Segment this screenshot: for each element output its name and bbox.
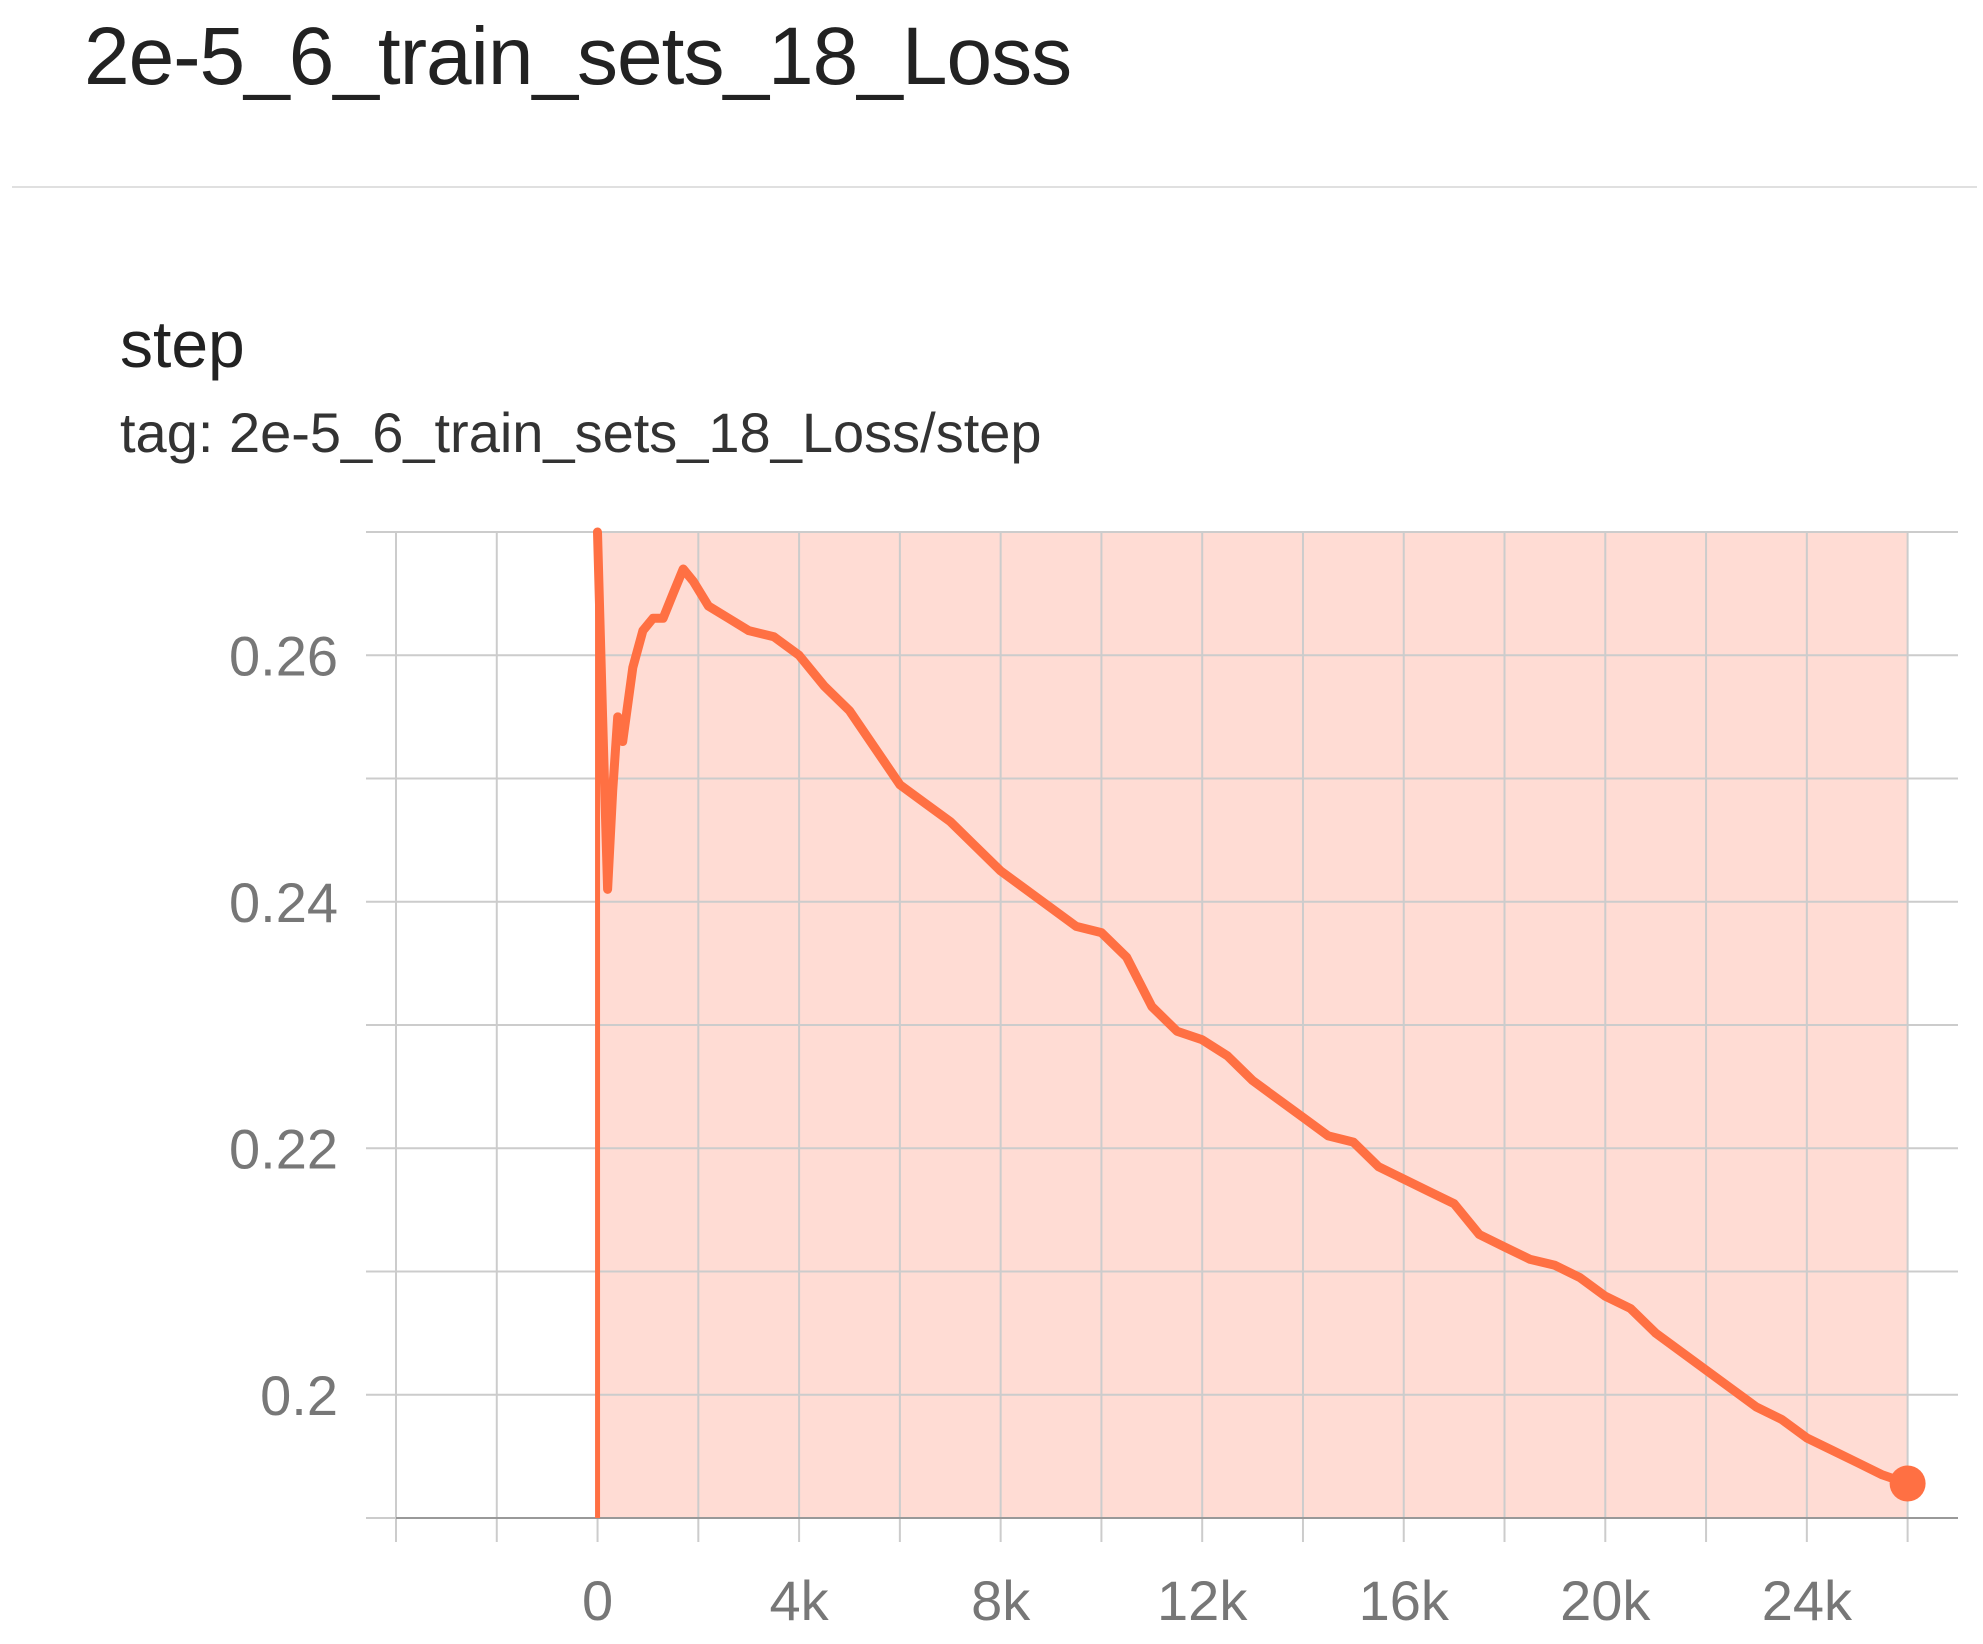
y-tick-label: 0.22 [229, 1117, 338, 1180]
x-tick-label: 4k [770, 1569, 830, 1632]
smoothed-series [593, 527, 1926, 1518]
x-tick-label: 12k [1157, 1569, 1248, 1632]
x-tick-label: 24k [1762, 1569, 1853, 1632]
series-line [593, 527, 1913, 1488]
series-end-marker [1889, 1465, 1926, 1502]
chart-card-tag: tag: 2e-5_6_train_sets_18_Loss/step [120, 401, 1042, 464]
x-tick-label: 16k [1359, 1569, 1450, 1632]
y-tick-label: 0.24 [229, 871, 338, 934]
chart-card-title: step [120, 307, 245, 381]
chart-grid [366, 531, 1958, 1542]
header-divider [12, 186, 1977, 188]
chart-tick-labels: 0 4k 8k 12k 16k 20k 24k 0.2 0.22 0.24 0.26 [229, 624, 1853, 1632]
x-tick-label: 0 [582, 1569, 613, 1632]
y-tick-label: 0.26 [229, 624, 338, 687]
x-tick-label: 8k [971, 1569, 1031, 1632]
y-tick-label: 0.2 [260, 1364, 338, 1427]
x-tick-label: 20k [1560, 1569, 1651, 1632]
page-title: 2e-5_6_train_sets_18_Loss [84, 11, 1072, 102]
